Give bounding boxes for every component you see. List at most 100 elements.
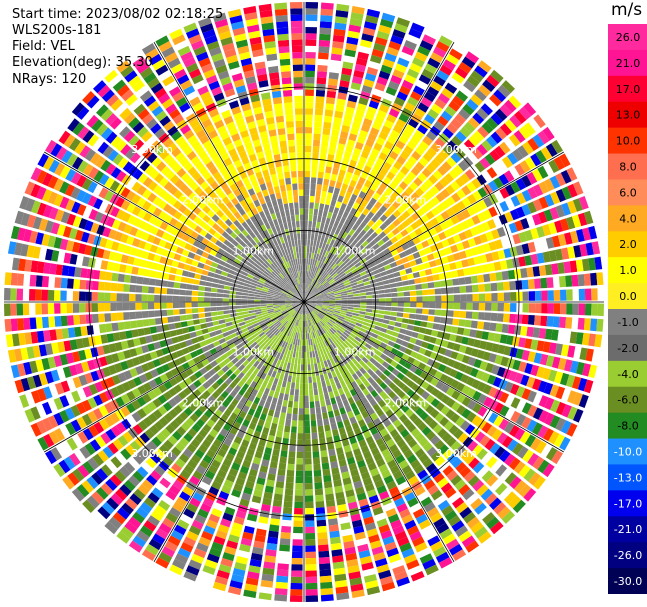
- velocity-gate: [393, 161, 403, 170]
- velocity-gate: [139, 259, 147, 268]
- velocity-gate: [68, 453, 81, 467]
- velocity-gate: [280, 326, 286, 333]
- velocity-gate: [270, 422, 278, 431]
- velocity-gate: [341, 124, 350, 133]
- velocity-gate: [320, 235, 325, 243]
- velocity-gate: [308, 277, 311, 284]
- velocity-gate: [310, 325, 314, 333]
- velocity-gate: [272, 300, 279, 302]
- velocity-gate: [286, 336, 291, 343]
- velocity-gate: [160, 428, 171, 439]
- velocity-gate: [414, 107, 426, 118]
- velocity-gate: [334, 308, 341, 312]
- velocity-gate: [168, 398, 178, 408]
- velocity-gate: [267, 290, 275, 294]
- velocity-gate: [226, 540, 238, 550]
- velocity-gate: [262, 286, 269, 291]
- velocity-gate: [334, 485, 344, 494]
- velocity-gate: [346, 291, 354, 295]
- velocity-gate: [186, 502, 198, 513]
- velocity-gate: [304, 351, 307, 359]
- velocity-gate: [185, 290, 193, 296]
- velocity-gate: [30, 260, 39, 273]
- velocity-gate: [150, 470, 162, 481]
- velocity-gate: [460, 173, 471, 184]
- velocity-gate: [154, 173, 164, 184]
- velocity-gate: [377, 346, 385, 353]
- velocity-gate: [14, 210, 25, 225]
- velocity-gate: [201, 237, 210, 246]
- velocity-gate: [331, 285, 339, 290]
- velocity-gate: [227, 403, 236, 412]
- velocity-gate: [472, 112, 485, 125]
- velocity-gate: [482, 79, 496, 92]
- velocity-gate: [305, 314, 307, 321]
- velocity-gate: [458, 61, 472, 74]
- velocity-gate: [409, 530, 422, 542]
- velocity-gate: [168, 196, 178, 206]
- velocity-gate: [105, 239, 114, 250]
- velocity-gate: [143, 497, 156, 509]
- velocity-gate: [98, 281, 105, 291]
- velocity-gate: [35, 232, 44, 245]
- velocity-gate: [195, 176, 205, 186]
- velocity-gate: [199, 256, 207, 264]
- velocity-gate: [212, 423, 222, 433]
- velocity-gate: [520, 218, 530, 230]
- velocity-gate: [158, 384, 168, 394]
- velocity-gate: [538, 328, 547, 339]
- velocity-gate: [85, 303, 92, 313]
- velocity-gate: [196, 465, 207, 475]
- velocity-gate: [403, 176, 413, 186]
- velocity-gate: [363, 144, 372, 154]
- velocity-gate: [323, 325, 329, 331]
- velocity-gate: [358, 359, 366, 367]
- velocity-gate: [446, 387, 456, 397]
- velocity-gate: [470, 498, 483, 510]
- velocity-gate: [500, 356, 509, 367]
- velocity-gate: [313, 133, 321, 141]
- velocity-gate: [367, 462, 377, 471]
- velocity-gate: [295, 483, 304, 490]
- velocity-gate: [421, 240, 430, 248]
- velocity-gate: [392, 29, 406, 39]
- velocity-gate: [79, 314, 87, 325]
- velocity-gate: [430, 80, 443, 92]
- velocity-gate: [247, 408, 256, 416]
- velocity-gate: [171, 260, 179, 268]
- velocity-gate: [296, 313, 300, 320]
- velocity-gate: [386, 480, 397, 490]
- velocity-gate: [292, 351, 296, 358]
- velocity-gate: [380, 353, 388, 361]
- velocity-gate: [288, 316, 293, 323]
- velocity-gate: [263, 284, 270, 289]
- velocity-gate: [313, 331, 318, 338]
- velocity-gate: [94, 211, 104, 223]
- velocity-gate: [317, 525, 327, 533]
- velocity-gate: [268, 333, 275, 339]
- velocity-gate: [304, 252, 307, 259]
- velocity-gate: [354, 355, 362, 363]
- velocity-gate: [407, 342, 415, 350]
- velocity-gate: [123, 245, 132, 255]
- velocity-gate: [158, 499, 171, 511]
- velocity-gate: [279, 296, 286, 299]
- velocity-gate: [321, 334, 326, 341]
- velocity-gate: [144, 164, 155, 176]
- velocity-gate: [334, 441, 343, 449]
- velocity-gate: [379, 18, 394, 29]
- velocity-gate: [371, 332, 379, 339]
- velocity-gate: [348, 221, 355, 229]
- velocity-gate: [494, 354, 503, 365]
- velocity-gate: [91, 313, 99, 324]
- velocity-gate: [332, 473, 341, 481]
- velocity-gate: [293, 363, 298, 371]
- velocity-gate: [323, 418, 330, 426]
- velocity-gate: [304, 333, 306, 340]
- velocity-gate: [131, 181, 142, 193]
- velocity-gate: [370, 183, 379, 192]
- velocity-gate: [128, 117, 140, 129]
- velocity-gate: [342, 197, 350, 205]
- velocity-gate: [233, 456, 243, 465]
- velocity-gate: [204, 185, 213, 195]
